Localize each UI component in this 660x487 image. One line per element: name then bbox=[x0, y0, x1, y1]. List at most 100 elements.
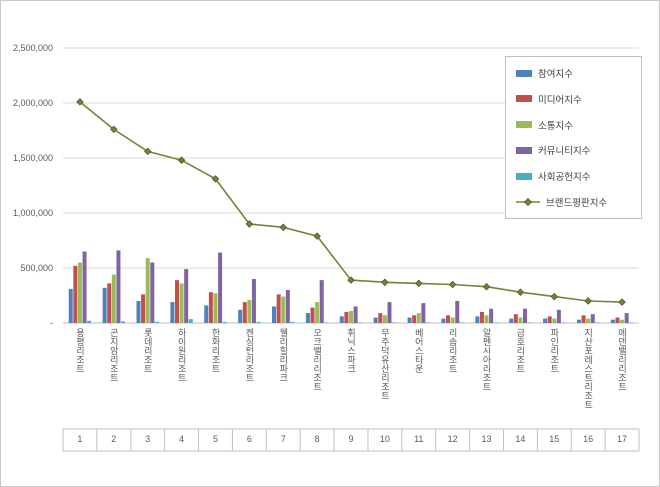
bar-커뮤니티지수-11 bbox=[421, 303, 426, 323]
x-category-label: 리솜리조트 bbox=[447, 328, 458, 373]
bar-사회공헌지수-9 bbox=[358, 322, 363, 323]
x-rank-number: 2 bbox=[111, 434, 117, 444]
bar-미디어지수-4 bbox=[174, 280, 179, 323]
bar-소통지수-16 bbox=[586, 318, 591, 323]
x-rank-number: 17 bbox=[617, 434, 628, 444]
bar-미디어지수-12 bbox=[446, 315, 451, 323]
x-rank-number: 5 bbox=[212, 434, 218, 444]
x-category-label: 오크밸리리조트 bbox=[312, 328, 323, 391]
legend-item-사회공헌지수: 사회공헌지수 bbox=[516, 169, 631, 183]
line-marker-13 bbox=[482, 282, 491, 291]
chart-legend: 참여지수 미디어지수 소통지수 커뮤니티지수 사회공헌지수 브랜드평판지수 bbox=[505, 56, 642, 219]
bar-미디어지수-9 bbox=[344, 312, 349, 323]
line-marker-2 bbox=[110, 125, 118, 134]
x-category-label: 파인리조트 bbox=[549, 328, 560, 373]
bar-사회공헌지수-8 bbox=[324, 322, 329, 323]
bar-사회공헌지수-11 bbox=[425, 322, 430, 323]
line-marker-12 bbox=[448, 280, 457, 289]
bar-커뮤니티지수-7 bbox=[285, 290, 290, 323]
line-marker-17 bbox=[618, 298, 626, 306]
x-rank-number: 9 bbox=[348, 434, 354, 444]
bar-커뮤니티지수-4 bbox=[184, 269, 189, 323]
bar-미디어지수-14 bbox=[513, 314, 518, 323]
bar-소통지수-1 bbox=[77, 262, 82, 323]
bar-커뮤니티지수-10 bbox=[387, 302, 392, 323]
bar-커뮤니티지수-2 bbox=[116, 250, 121, 323]
line-marker-10 bbox=[381, 278, 389, 287]
bar-참여지수-11 bbox=[407, 317, 412, 323]
line-marker-16 bbox=[584, 297, 592, 305]
bar-소통지수-7 bbox=[281, 296, 286, 323]
x-rank-number: 10 bbox=[379, 434, 390, 444]
bar-소통지수-2 bbox=[111, 274, 116, 323]
bar-커뮤니티지수-5 bbox=[218, 252, 223, 323]
bar-참여지수-10 bbox=[373, 317, 378, 323]
bar-참여지수-1 bbox=[68, 288, 73, 323]
bar-커뮤니티지수-12 bbox=[455, 301, 460, 323]
x-category-label: 베어스타운 bbox=[413, 328, 424, 373]
bar-참여지수-16 bbox=[576, 319, 581, 323]
y-tick-label: 1,000,000 bbox=[12, 208, 53, 218]
line-marker-11 bbox=[414, 279, 423, 288]
x-rank-number: 4 bbox=[179, 434, 185, 444]
x-category-label: 한화리조트 bbox=[210, 328, 221, 373]
x-rank-number: 7 bbox=[280, 434, 286, 444]
bar-커뮤니티지수-17 bbox=[624, 313, 629, 323]
bar-사회공헌지수-1 bbox=[87, 320, 92, 323]
line-marker-14 bbox=[516, 288, 525, 296]
line-marker-8 bbox=[313, 232, 321, 240]
bar-소통지수-17 bbox=[620, 319, 625, 323]
legend-label: 브랜드평판지수 bbox=[546, 197, 608, 209]
bar-소통지수-3 bbox=[145, 258, 150, 323]
bar-커뮤니티지수-16 bbox=[590, 314, 595, 323]
legend-line-marker-icon bbox=[516, 197, 540, 207]
y-tick-label: - bbox=[50, 318, 53, 328]
bar-소통지수-8 bbox=[315, 302, 320, 323]
bar-소통지수-10 bbox=[382, 315, 387, 323]
x-rank-number: 3 bbox=[145, 434, 151, 444]
legend-swatch-icon bbox=[516, 95, 532, 103]
bar-참여지수-17 bbox=[610, 319, 615, 323]
x-rank-number: 13 bbox=[481, 434, 492, 444]
x-category-label: 알펜시아리조트 bbox=[481, 328, 492, 391]
legend-swatch-icon bbox=[516, 69, 532, 77]
bar-미디어지수-8 bbox=[310, 307, 315, 323]
x-rank-number: 8 bbox=[314, 434, 320, 444]
bar-사회공헌지수-10 bbox=[392, 322, 397, 323]
bar-사회공헌지수-14 bbox=[527, 322, 532, 323]
legend-label: 사회공헌지수 bbox=[538, 172, 591, 184]
bar-커뮤니티지수-6 bbox=[251, 279, 256, 323]
bar-커뮤니티지수-13 bbox=[489, 308, 494, 323]
line-marker-4 bbox=[177, 156, 186, 164]
x-category-label: 하이원리조트 bbox=[176, 328, 187, 382]
y-tick-label: 2,500,000 bbox=[12, 43, 53, 53]
bar-참여지수-13 bbox=[475, 316, 480, 323]
x-rank-number: 6 bbox=[246, 434, 252, 444]
bar-커뮤니티지수-1 bbox=[82, 251, 87, 323]
bar-소통지수-14 bbox=[518, 317, 523, 323]
bar-참여지수-14 bbox=[509, 318, 514, 323]
bar-사회공헌지수-7 bbox=[290, 321, 295, 323]
x-category-label: 무주덕유산리조트 bbox=[379, 328, 390, 400]
x-category-label: 금호리조트 bbox=[515, 328, 526, 373]
x-category-label: 에덴밸리리조트 bbox=[617, 328, 628, 391]
legend-label: 참여지수 bbox=[538, 69, 573, 80]
x-category-label: 웰리힐리파크 bbox=[278, 328, 289, 382]
bar-소통지수-15 bbox=[552, 318, 557, 323]
x-category-label: 지산포레스트리조트 bbox=[583, 328, 594, 409]
bar-커뮤니티지수-14 bbox=[523, 308, 528, 323]
line-marker-5 bbox=[211, 175, 220, 183]
bar-소통지수-5 bbox=[213, 293, 218, 323]
line-marker-3 bbox=[143, 147, 152, 156]
line-marker-1 bbox=[76, 98, 84, 106]
bar-미디어지수-1 bbox=[73, 265, 78, 323]
bar-참여지수-12 bbox=[441, 318, 446, 323]
legend-label: 미디어지수 bbox=[538, 94, 582, 106]
legend-item-브랜드평판지수: 브랜드평판지수 bbox=[516, 195, 631, 209]
line-marker-7 bbox=[279, 223, 288, 232]
bar-미디어지수-11 bbox=[412, 315, 417, 323]
legend-item-커뮤니티지수: 커뮤니티지수 bbox=[516, 143, 631, 157]
bar-참여지수-2 bbox=[102, 287, 107, 323]
bar-참여지수-6 bbox=[238, 309, 243, 323]
